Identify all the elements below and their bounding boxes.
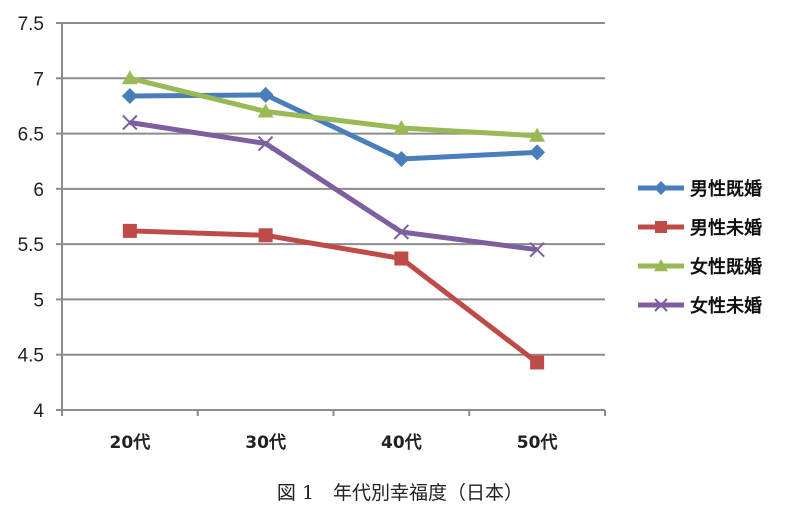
legend-label: 女性未婚 <box>690 295 762 317</box>
y-tick-label: 7 <box>33 69 44 90</box>
legend-item: 女性既婚 <box>636 246 762 285</box>
square-marker <box>122 223 137 238</box>
series-line <box>129 120 538 253</box>
series-line <box>129 228 539 365</box>
y-tick-label: 6 <box>33 180 44 201</box>
series-3 <box>121 70 546 142</box>
series-4 <box>122 114 545 258</box>
legend-item: 男性未婚 <box>636 207 762 246</box>
legend: 男性既婚男性未婚女性既婚女性未婚 <box>636 168 762 324</box>
diamond-marker <box>257 86 274 103</box>
x-tick-label: 40代 <box>381 432 422 453</box>
x-legend-icon <box>638 297 684 312</box>
y-tick-label: 5 <box>33 290 44 311</box>
series-1 <box>121 86 546 168</box>
square-marker <box>258 228 273 243</box>
series-line <box>129 75 538 139</box>
legend-label: 男性未婚 <box>690 217 762 239</box>
figure-caption: 図 1 年代別幸福度（日本） <box>276 482 524 504</box>
y-tick-label: 4 <box>33 401 44 422</box>
y-tick-label: 6.5 <box>18 125 44 146</box>
data-series <box>121 70 546 370</box>
square-legend-icon <box>638 220 684 233</box>
y-tick-label: 4.5 <box>18 346 44 367</box>
y-tick-label: 5.5 <box>18 235 44 256</box>
triangle-marker <box>393 120 410 135</box>
square-marker <box>394 251 409 266</box>
legend-item: 男性既婚 <box>636 168 762 207</box>
diamond-marker <box>393 151 410 168</box>
square-marker <box>530 355 545 370</box>
triangle-legend-icon <box>638 258 684 271</box>
square-marker <box>655 220 667 233</box>
x-tick-label: 30代 <box>245 432 286 453</box>
triangle-marker <box>257 103 274 118</box>
line-chart: 4 4.5 5 5.5 6 6.5 7 7.5 20代 30代 40代 50代 <box>18 14 606 453</box>
legend-label: 男性既婚 <box>690 178 762 200</box>
axes <box>61 23 606 416</box>
y-axis-tick-labels: 4 4.5 5 5.5 6 6.5 7 7.5 <box>18 14 45 422</box>
series-line <box>129 92 538 162</box>
diamond-marker <box>654 180 668 195</box>
triangle-marker <box>654 258 668 271</box>
x-tick-label: 50代 <box>517 432 558 453</box>
y-tick-label: 7.5 <box>18 14 44 35</box>
x-tick-label: 20代 <box>110 432 151 453</box>
triangle-marker <box>529 127 546 142</box>
series-2 <box>122 223 545 370</box>
triangle-marker <box>121 70 138 85</box>
diamond-marker <box>529 144 546 161</box>
legend-item: 女性未婚 <box>636 285 762 324</box>
x-axis-tick-labels: 20代 30代 40代 50代 <box>110 432 558 453</box>
legend-label: 女性既婚 <box>690 256 762 278</box>
diamond-marker <box>121 87 138 104</box>
diamond-legend-icon <box>638 180 684 195</box>
